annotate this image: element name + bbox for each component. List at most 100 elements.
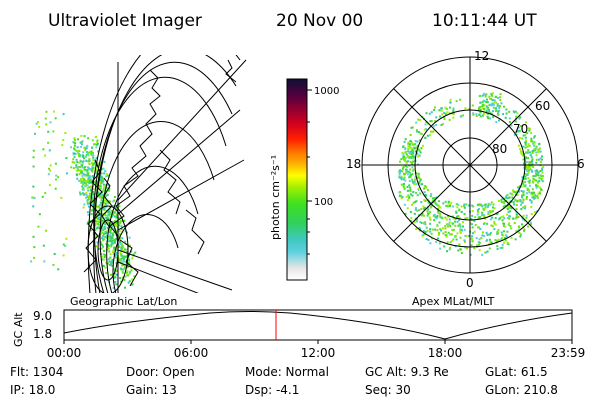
aurora-pixel: [84, 147, 87, 150]
aurora-pixel: [85, 146, 88, 149]
aurora-pixel: [86, 200, 89, 203]
aurora-pixel: [420, 214, 423, 217]
aurora-pixel: [110, 210, 113, 213]
aurora-pixel: [454, 224, 457, 227]
aurora-pixel: [464, 234, 467, 237]
aurora-pixel: [53, 253, 56, 255]
aurora-pixel: [434, 106, 436, 109]
aurora-pixel: [101, 235, 104, 238]
aurora-pixel: [106, 262, 109, 265]
aurora-pixel: [501, 237, 504, 240]
aurora-pixel: [101, 219, 104, 222]
aurora-pixel: [32, 235, 35, 238]
time-tick-2359: 23:59: [551, 346, 586, 360]
aurora-pixel: [83, 203, 86, 206]
aurora-pixel: [82, 160, 85, 163]
aurora-pixel: [31, 196, 34, 199]
aurora-pixel: [430, 111, 433, 114]
aurora-pixel: [519, 199, 522, 202]
aurora-pixel: [405, 170, 408, 173]
aurora-pixel: [502, 113, 505, 115]
aurora-pixel: [436, 229, 439, 232]
aurora-pixel: [456, 206, 459, 209]
aurora-pixel: [101, 180, 104, 182]
aurora-pixel: [118, 224, 121, 227]
aurora-pixel: [497, 110, 500, 113]
aurora-pixel: [479, 115, 482, 118]
aurora-pixel: [489, 112, 492, 115]
aurora-pixel: [541, 155, 543, 158]
aurora-pixel: [96, 181, 99, 184]
aurora-pixel: [121, 237, 124, 240]
aurora-pixel: [525, 156, 527, 159]
aurora-pixel: [407, 145, 410, 148]
aurora-pixel: [111, 258, 114, 261]
aurora-pixel: [111, 239, 114, 242]
aurora-pixel: [93, 162, 96, 165]
aurora-pixel: [96, 162, 99, 165]
aurora-pixel: [479, 228, 482, 231]
aurora-pixel: [62, 254, 65, 257]
aurora-pixel: [83, 181, 86, 184]
aurora-pixel: [100, 186, 102, 188]
aurora-pixel: [471, 214, 474, 217]
aurora-pixel: [438, 109, 441, 112]
aurora-pixel: [526, 192, 528, 195]
aurora-pixel: [87, 180, 90, 183]
aurora-pixel: [85, 194, 88, 197]
aurora-pixel: [404, 150, 407, 153]
aurora-pixel: [55, 178, 57, 181]
aurora-pixel: [522, 198, 525, 201]
aurora-pixel: [72, 152, 75, 155]
aurora-pixel: [488, 110, 491, 113]
aurora-pixel: [462, 225, 464, 228]
door-status: Door: Open: [126, 365, 195, 379]
aurora-pixel: [399, 191, 402, 194]
aurora-pixel: [104, 202, 107, 205]
aurora-pixel: [517, 144, 520, 147]
aurora-pixel: [485, 112, 488, 115]
aurora-pixel: [81, 163, 84, 165]
aurora-pixel: [87, 203, 89, 206]
aurora-pixel: [81, 164, 83, 167]
aurora-pixel: [446, 250, 448, 253]
aurora-pixel: [100, 182, 102, 185]
aurora-pixel: [496, 239, 498, 242]
aurora-pixel: [526, 187, 529, 190]
aurora-pixel: [114, 224, 117, 227]
aurora-pixel: [47, 130, 50, 133]
aurora-pixel: [503, 241, 505, 244]
aurora-pixel: [85, 153, 88, 156]
aurora-pixel: [81, 188, 84, 191]
aurora-pixel: [501, 201, 504, 204]
aurora-pixel: [409, 134, 412, 136]
aurora-pixel: [532, 150, 535, 153]
aurora-pixel: [412, 157, 415, 160]
aurora-pixel: [64, 244, 67, 247]
aurora-pixel: [526, 145, 529, 148]
aurora-pixel: [111, 215, 113, 218]
aurora-pixel: [125, 274, 128, 277]
aurora-pixel: [122, 246, 125, 249]
aurora-pixel: [456, 232, 459, 235]
aurora-pixel: [490, 224, 493, 227]
aurora-pixel: [471, 235, 473, 238]
aurora-pixel: [498, 107, 501, 109]
aurora-pixel: [462, 221, 464, 223]
aurora-pixel: [488, 97, 491, 100]
aurora-pixel: [527, 225, 530, 228]
aurora-pixel: [104, 266, 107, 269]
aurora-pixel: [70, 166, 73, 169]
aurora-pixel: [432, 214, 435, 217]
aurora-pixel: [497, 113, 500, 116]
aurora-pixel: [465, 235, 468, 238]
aurora-pixel: [101, 244, 103, 247]
aurora-pixel: [33, 197, 36, 200]
aurora-pixel: [102, 193, 105, 196]
aurora-pixel: [415, 208, 418, 211]
aurora-pixel: [87, 195, 90, 198]
aurora-pixel: [415, 218, 418, 221]
aurora-pixel: [509, 205, 512, 208]
aurora-pixel: [500, 238, 503, 241]
aurora-pixel: [49, 121, 52, 124]
